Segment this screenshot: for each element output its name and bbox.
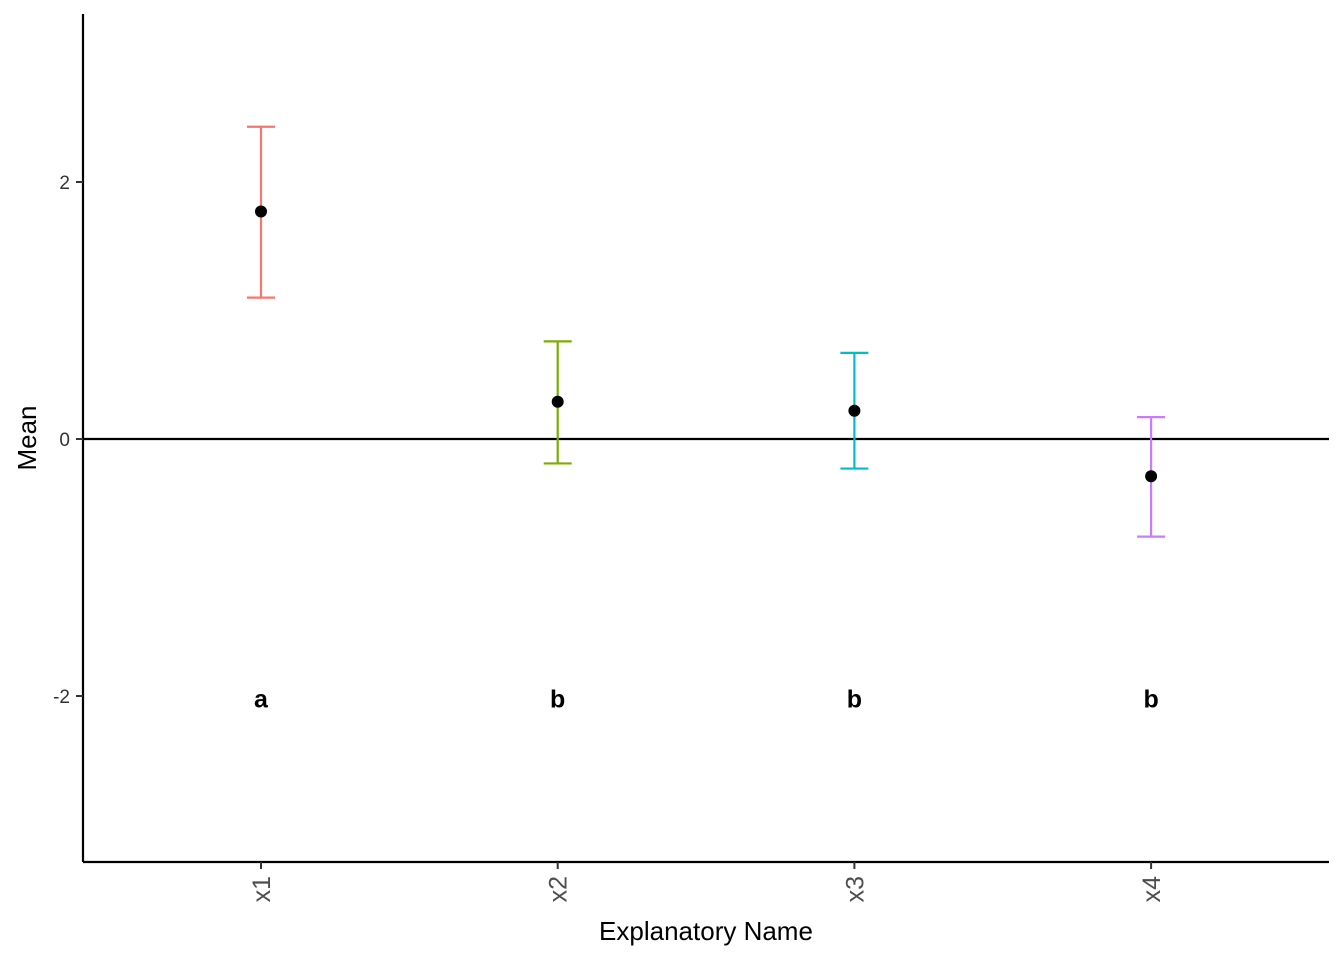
y-axis-title: Mean: [12, 405, 42, 470]
x-tick-label-x3: x3: [841, 876, 869, 902]
mean-point-x2: [551, 395, 564, 408]
mean-point-x1: [255, 205, 267, 218]
group-letter-x1: a: [254, 686, 269, 714]
group-letter-x2: b: [550, 686, 565, 714]
y-tick-label: 0: [59, 430, 70, 451]
group-letter-x3: b: [847, 686, 862, 714]
x-tick-label-x4: x4: [1138, 876, 1166, 903]
y-tick-label: 2: [59, 173, 70, 194]
mean-point-x3: [848, 404, 861, 417]
y-tick-label: -2: [53, 687, 70, 708]
axes: -2 0 2 x1 x2 x3 x4: [53, 14, 1329, 902]
x-axis-title: Explanatory Name: [599, 916, 813, 946]
mean-point-x4: [1145, 470, 1158, 483]
x-tick-label-x2: x2: [545, 876, 573, 902]
x-tick-label-x1: x1: [248, 876, 276, 902]
group-letter-x4: b: [1143, 686, 1158, 714]
